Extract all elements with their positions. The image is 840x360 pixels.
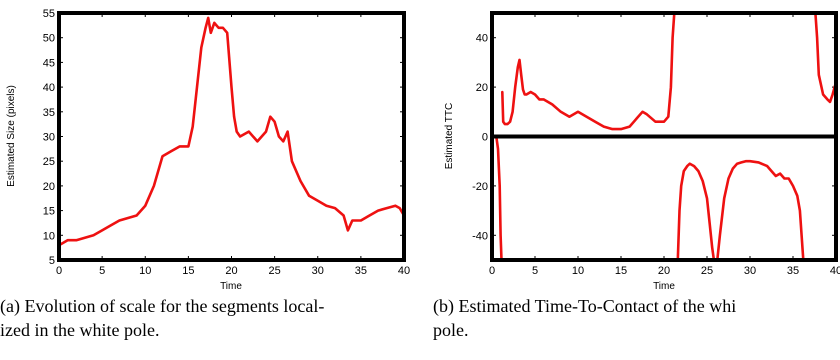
caption-b-text: Estimated Time-To-Contact of the whi <box>458 296 737 316</box>
x-axis-label: Time <box>653 281 675 292</box>
x-tick-label: 40 <box>398 265 410 277</box>
caption-b: (b) Estimated Time-To-Contact of the whi… <box>433 294 840 342</box>
y-tick-label: 55 <box>43 8 55 20</box>
x-tick-label: 0 <box>56 265 62 277</box>
y-tick-label: 25 <box>43 156 55 168</box>
caption-a-line2: ized in the white pole. <box>0 320 160 340</box>
x-tick-label: 15 <box>182 265 194 277</box>
caption-b-line1: (b) Estimated Time-To-Contact of the whi <box>433 294 840 318</box>
caption-a-label: (a) <box>0 296 20 316</box>
series-line <box>59 16 404 247</box>
y-tick-label: 50 <box>43 33 55 45</box>
y-tick-label: 35 <box>43 107 55 119</box>
y-tick-label: 10 <box>43 230 55 242</box>
chart-ttc: Estimated TTC Time 0 5 10 15 20 25 30 35 40 -40 -2… <box>444 11 840 292</box>
y-tick-label: 20 <box>43 181 55 193</box>
series-line <box>501 13 676 131</box>
x-tick-label: 20 <box>658 265 670 277</box>
x-tick-label: 30 <box>744 265 756 277</box>
x-tick-label: 30 <box>312 265 324 277</box>
caption-a-text: Evolution of scale for the segments loca… <box>24 296 325 316</box>
series-line <box>495 135 503 260</box>
x-tick-label: 5 <box>532 265 538 277</box>
y-tick-label: 40 <box>43 82 55 94</box>
x-tick-label: 5 <box>99 265 105 277</box>
x-tick-label: 35 <box>787 265 799 277</box>
series-line <box>814 13 836 104</box>
y-tick-label: 30 <box>43 132 55 144</box>
series-line <box>676 162 716 260</box>
y-tick-label: 0 <box>482 132 488 144</box>
caption-a-line1: (a) Evolution of scale for the segments … <box>0 294 432 318</box>
y-tick-label: 20 <box>476 82 488 94</box>
x-tick-label: 40 <box>830 265 840 277</box>
x-tick-label: 15 <box>615 265 627 277</box>
x-tick-label: 10 <box>139 265 151 277</box>
x-tick-label: 20 <box>225 265 237 277</box>
plot-frame <box>490 11 838 262</box>
caption-a: (a) Evolution of scale for the segments … <box>0 294 432 342</box>
y-tick-label: 15 <box>43 206 55 218</box>
caption-b-label: (b) <box>433 296 454 316</box>
y-axis-label: Estimated Size (pixels) <box>6 85 17 187</box>
x-tick-label: 25 <box>701 265 713 277</box>
x-tick-label: 10 <box>572 265 584 277</box>
chart-size: Estimated Size (pixels) Time 0 5 10 15 20 25 3… <box>6 8 410 292</box>
caption-b-line2: pole. <box>433 320 469 340</box>
y-tick-label: 5 <box>49 255 55 267</box>
x-tick-label: 25 <box>269 265 281 277</box>
y-tick-label: 40 <box>476 33 488 45</box>
x-tick-label: 35 <box>355 265 367 277</box>
series-line <box>716 159 805 260</box>
x-axis-label: Time <box>220 281 242 292</box>
x-tick-label: 0 <box>489 265 495 277</box>
y-tick-label: -20 <box>472 181 488 193</box>
y-tick-label: -40 <box>472 230 488 242</box>
y-axis-label: Estimated TTC <box>444 103 455 170</box>
plot-frame <box>57 11 406 262</box>
y-tick-label: 45 <box>43 57 55 69</box>
